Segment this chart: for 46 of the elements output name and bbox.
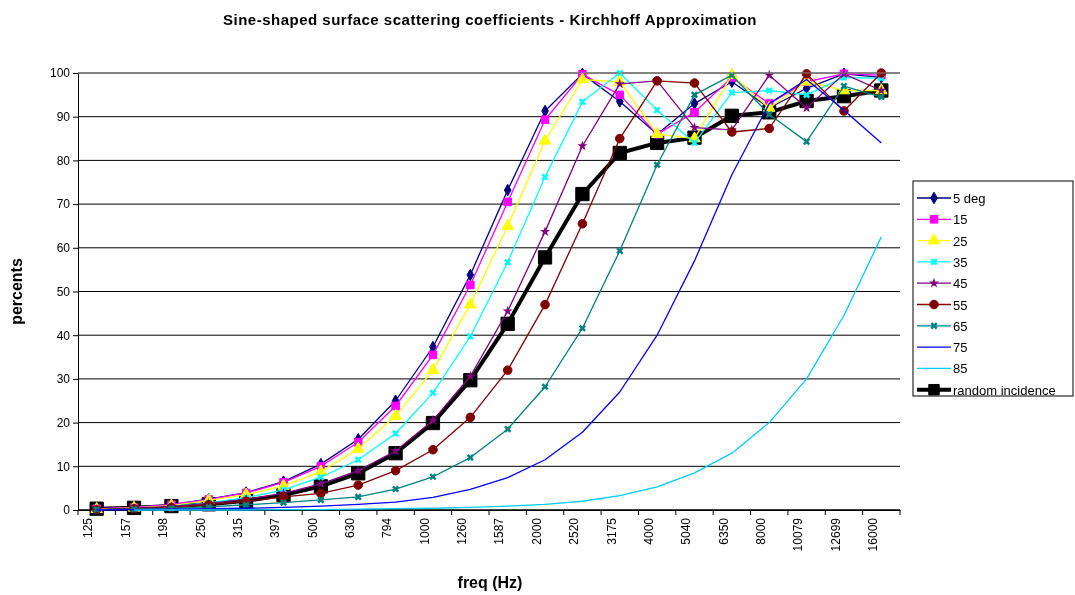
x-tick-label: 16000	[866, 517, 881, 552]
y-tick-label: 30	[56, 372, 71, 387]
x-tick-label: 5040	[679, 517, 694, 545]
x-tick-label: 12699	[828, 517, 843, 552]
y-tick-label: 60	[56, 241, 71, 256]
legend-label: 35	[953, 254, 968, 270]
y-tick-label: 90	[56, 110, 71, 125]
x-tick-label: 1260	[455, 517, 470, 545]
x-tick-label: 397	[268, 517, 283, 539]
x-tick-label: 250	[193, 517, 208, 539]
x-tick-label: 794	[380, 517, 395, 539]
legend-label: 65	[953, 318, 968, 334]
y-tick-label: 0	[63, 503, 71, 518]
legend-label: 55	[953, 297, 968, 313]
legend-label: 25	[953, 233, 968, 249]
x-tick-label: 500	[305, 517, 320, 539]
y-tick-label: 50	[56, 284, 71, 299]
y-axis-title: percents	[8, 258, 25, 325]
legend-label: 5 deg	[953, 191, 986, 206]
legend-label: 85	[953, 361, 968, 377]
x-axis-title: freq (Hz)	[457, 574, 523, 591]
y-tick-label: 70	[56, 197, 71, 212]
y-tick-label: 20	[56, 415, 71, 430]
x-tick-label: 6350	[716, 517, 731, 545]
x-tick-label: 2520	[567, 517, 582, 545]
x-tick-label: 157	[118, 517, 133, 539]
chart-title: Sine-shaped surface scattering coefficients - Kirchhoff Approximation	[222, 11, 758, 28]
x-tick-label: 1000	[417, 517, 432, 545]
x-tick-label: 1587	[492, 517, 507, 545]
legend-label: random incidence	[953, 382, 1056, 398]
legend-label: 75	[953, 340, 968, 356]
x-tick-label: 125	[81, 517, 96, 539]
y-tick-label: 40	[56, 328, 71, 343]
x-tick-label: 3175	[604, 517, 619, 545]
x-tick-label: 4000	[641, 517, 656, 545]
x-tick-label: 630	[343, 517, 358, 539]
y-tick-label: 100	[49, 66, 71, 81]
x-tick-label: 2000	[529, 517, 544, 545]
y-tick-label: 10	[56, 459, 71, 474]
y-tick-label: 80	[56, 153, 71, 168]
x-tick-label: 8000	[754, 517, 769, 545]
x-tick-label: 198	[156, 517, 171, 539]
x-tick-label: 315	[230, 517, 245, 539]
legend-label: 15	[953, 212, 968, 228]
x-tick-label: 10079	[791, 517, 806, 552]
legend-label: 45	[953, 276, 968, 292]
